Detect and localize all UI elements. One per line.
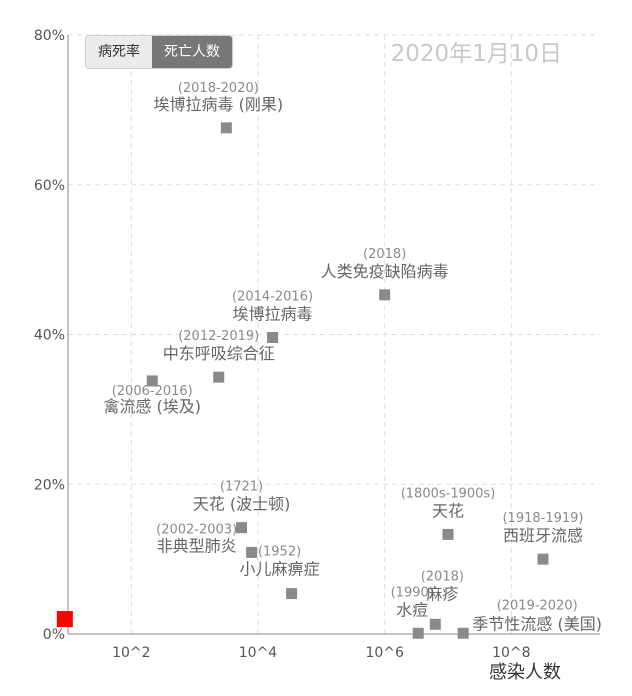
data-point-marker <box>246 546 258 558</box>
y-tick-label: 0% <box>43 627 65 643</box>
point-name-label: 水痘 <box>396 600 428 619</box>
highlight-point-marker <box>56 611 73 628</box>
point-name-label: 天花 (波士顿) <box>193 495 291 514</box>
point-years-label: (1990) <box>391 585 434 600</box>
point-years-label: (2012-2019) <box>178 329 259 344</box>
case-fatality-rate-button[interactable]: 病死率 <box>86 36 152 68</box>
y-tick-label: 20% <box>34 477 65 493</box>
axes <box>67 35 600 635</box>
data-point-marker <box>286 588 298 600</box>
data-point-marker <box>442 528 454 540</box>
point-name-label: 西班牙流感 <box>503 526 583 545</box>
point-labels: 埃博拉病毒 (刚果)(2018-2020)人类免疫缺陷病毒(2018)埃博拉病毒… <box>103 81 602 633</box>
data-point-marker <box>429 618 441 630</box>
point-name-label: 非典型肺炎 <box>157 536 237 555</box>
point-years-label: (2018-2020) <box>178 81 259 96</box>
y-tick-label: 80% <box>34 28 65 44</box>
point-name-label: 中东呼吸综合征 <box>163 344 275 363</box>
point-name-label: 麻疹 <box>426 584 458 603</box>
x-axis-label: 感染人数 <box>489 662 561 683</box>
data-point-marker <box>457 627 469 639</box>
y-tick-label: 60% <box>34 178 65 194</box>
date-label: 2020年1月10日 <box>390 41 562 67</box>
y-tick-label: 40% <box>34 328 65 344</box>
data-point-marker <box>537 553 549 565</box>
data-point-marker <box>267 331 279 343</box>
point-years-label: (2019-2020) <box>497 598 578 613</box>
x-tick-label: 10^2 <box>112 645 150 661</box>
data-point-marker <box>412 627 424 639</box>
point-name-label: 天花 <box>432 501 464 520</box>
point-years-label: (2002-2003) <box>156 522 237 537</box>
point-name-label: 小儿麻痹症 <box>240 560 320 579</box>
point-years-label: (1721) <box>220 480 263 495</box>
data-point-marker <box>146 375 158 387</box>
x-tick-label: 10^6 <box>365 645 404 661</box>
point-years-label: (1952) <box>258 545 301 560</box>
data-point-marker <box>213 371 225 383</box>
data-points <box>56 122 549 639</box>
point-name-label: 季节性流感 (美国) <box>472 614 602 633</box>
point-name-label: 埃博拉病毒 (刚果) <box>154 95 284 114</box>
x-tick-label: 10^8 <box>492 645 530 661</box>
gridlines <box>68 34 600 634</box>
point-years-label: (2018) <box>363 247 406 262</box>
point-years-label: (1918-1919) <box>502 511 583 526</box>
data-point-marker <box>220 122 232 134</box>
point-years-label: (2014-2016) <box>232 289 313 304</box>
death-count-button[interactable]: 死亡人数 <box>152 36 232 68</box>
data-point-marker <box>379 289 391 301</box>
point-name-label: 禽流感 (埃及) <box>103 397 201 416</box>
point-years-label: (1800s-1900s) <box>401 486 496 501</box>
x-tick-label: 10^4 <box>239 645 278 661</box>
point-name-label: 埃博拉病毒 <box>233 304 313 323</box>
point-name-label: 人类免疫缺陷病毒 <box>321 262 449 281</box>
tick-labels: 10^2 10^4 10^6 10^8 80% 60% 40% 20% 0% <box>34 28 531 661</box>
point-years-label: (2018) <box>421 569 464 584</box>
point-years-label: (2006-2016) <box>112 384 193 399</box>
metric-toggle[interactable]: 病死率 死亡人数 <box>85 35 233 69</box>
data-point-marker <box>236 522 248 534</box>
